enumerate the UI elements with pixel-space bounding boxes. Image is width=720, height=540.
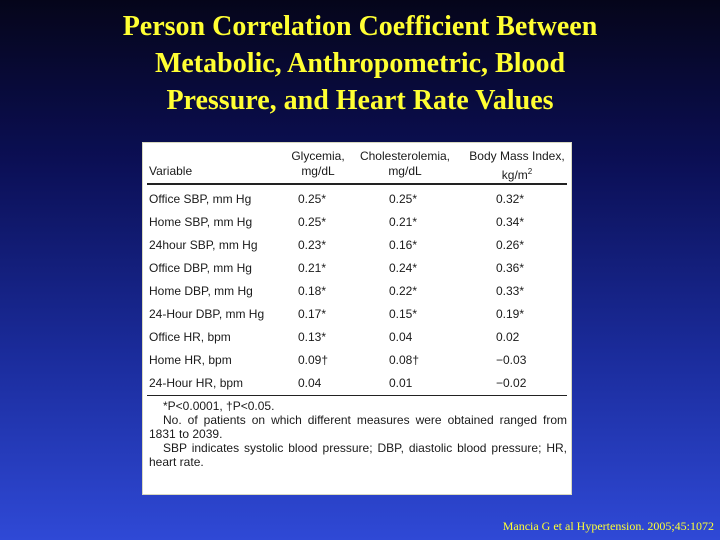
title-line-1: Person Correlation Coefficient Between xyxy=(122,11,598,42)
cell-bmi: −0.03 xyxy=(496,353,527,367)
header-variable: Variable xyxy=(149,164,193,178)
footnote-significance: *P<0.0001, †P<0.05. xyxy=(163,399,275,413)
cell-variable: 24-Hour DBP, mm Hg xyxy=(149,307,265,321)
cell-bmi: 0.36* xyxy=(496,261,525,275)
title-line-3: Pressure, and Heart Rate Values xyxy=(166,85,554,116)
footnote-abbrev-line1: SBP indicates systolic blood pressure; D… xyxy=(163,441,567,455)
footnote-patients-line2: 1831 to 2039. xyxy=(149,427,223,441)
cell-glycemia: 0.25* xyxy=(298,215,327,229)
cell-cholesterolemia: 0.04 xyxy=(389,330,413,344)
cell-cholesterolemia: 0.22* xyxy=(389,284,418,298)
cell-bmi: 0.33* xyxy=(496,284,525,298)
cell-glycemia: 0.09† xyxy=(298,353,329,367)
title-line-2: Metabolic, Anthropometric, Blood xyxy=(154,48,566,79)
table-row: Office SBP, mm Hg 0.25* 0.25* 0.32* xyxy=(143,192,573,210)
cell-variable: 24-Hour HR, bpm xyxy=(149,376,244,390)
table-row: 24-Hour HR, bpm 0.04 0.01 −0.02 xyxy=(143,376,573,394)
slide-title: Person Correlation Coefficient Between M… xyxy=(0,8,720,119)
footnote-abbrev-line2: heart rate. xyxy=(149,455,204,469)
cell-cholesterolemia: 0.24* xyxy=(389,261,418,275)
cell-bmi: 0.19* xyxy=(496,307,525,321)
citation: Mancia G et al Hypertension. 2005;45:107… xyxy=(502,519,714,533)
cell-glycemia: 0.23* xyxy=(298,238,327,252)
table-row: Home HR, bpm 0.09† 0.08† −0.03 xyxy=(143,353,573,371)
cell-bmi: −0.02 xyxy=(496,376,527,390)
table-row: 24hour SBP, mm Hg 0.23* 0.16* 0.26* xyxy=(143,238,573,256)
footnote-patients-line1: No. of patients on which different measu… xyxy=(163,413,567,427)
cell-cholesterolemia: 0.16* xyxy=(389,238,418,252)
header-glycemia: Glycemia, mg/dL xyxy=(287,149,349,179)
table-row: 24-Hour DBP, mm Hg 0.17* 0.15* 0.19* xyxy=(143,307,573,325)
cell-cholesterolemia: 0.08† xyxy=(389,353,420,367)
cell-variable: Home DBP, mm Hg xyxy=(149,284,253,298)
cell-cholesterolemia: 0.15* xyxy=(389,307,418,321)
header-cholesterolemia: Cholesterolemia, mg/dL xyxy=(357,149,453,179)
table-row: Office HR, bpm 0.13* 0.04 0.02 xyxy=(143,330,573,348)
cell-cholesterolemia: 0.01 xyxy=(389,376,413,390)
header-glycemia-line2: mg/dL xyxy=(301,164,335,178)
cell-cholesterolemia: 0.21* xyxy=(389,215,418,229)
cell-glycemia: 0.25* xyxy=(298,192,327,206)
header-bmi-sup: 2 xyxy=(527,167,533,176)
header-chol-line2: mg/dL xyxy=(388,164,422,178)
cell-glycemia: 0.13* xyxy=(298,330,327,344)
cell-bmi: 0.02 xyxy=(496,330,520,344)
header-chol-line1: Cholesterolemia, xyxy=(359,149,451,163)
cell-glycemia: 0.21* xyxy=(298,261,327,275)
cell-variable: Office DBP, mm Hg xyxy=(149,261,252,275)
header-rule xyxy=(147,183,567,185)
header-bmi: Body Mass Index, kg/m2 xyxy=(467,149,567,183)
cell-variable: Home SBP, mm Hg xyxy=(149,215,253,229)
table-footnotes: *P<0.0001, †P<0.05. No. of patients on w… xyxy=(149,399,567,469)
cell-variable: Home HR, bpm xyxy=(149,353,232,367)
cell-variable: 24hour SBP, mm Hg xyxy=(149,238,258,252)
table-row: Home DBP, mm Hg 0.18* 0.22* 0.33* xyxy=(143,284,573,302)
cell-bmi: 0.26* xyxy=(496,238,525,252)
header-bmi-line2: kg/m2 xyxy=(467,164,567,183)
cell-variable: Office SBP, mm Hg xyxy=(149,192,252,206)
cell-cholesterolemia: 0.25* xyxy=(389,192,418,206)
correlation-table-panel: Variable Glycemia, mg/dL Cholesterolemia… xyxy=(142,142,572,495)
cell-glycemia: 0.04 xyxy=(298,376,322,390)
cell-variable: Office HR, bpm xyxy=(149,330,231,344)
cell-bmi: 0.32* xyxy=(496,192,525,206)
cell-bmi: 0.34* xyxy=(496,215,525,229)
header-glycemia-line1: Glycemia, xyxy=(291,149,345,163)
footer-rule xyxy=(147,395,567,396)
table-row: Home SBP, mm Hg 0.25* 0.21* 0.34* xyxy=(143,215,573,233)
cell-glycemia: 0.17* xyxy=(298,307,327,321)
cell-glycemia: 0.18* xyxy=(298,284,327,298)
table-row: Office DBP, mm Hg 0.21* 0.24* 0.36* xyxy=(143,261,573,279)
header-bmi-line1: Body Mass Index, xyxy=(469,149,565,163)
header-bmi-unit: kg/m xyxy=(501,168,528,182)
